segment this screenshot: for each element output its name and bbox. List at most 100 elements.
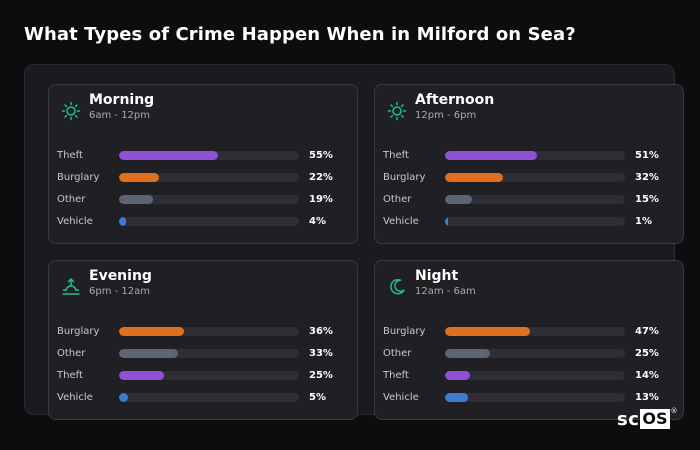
- bar-theft: [445, 371, 471, 380]
- bar-row-vehicle: Vehicle 5%: [49, 391, 357, 405]
- logo-sc-text: sc: [617, 408, 640, 430]
- value-label: 25%: [309, 370, 333, 381]
- category-label: Burglary: [383, 172, 426, 183]
- bar-track: [119, 349, 299, 358]
- value-label: 33%: [309, 348, 333, 359]
- card-afternoon: Afternoon 12pm - 6pm Theft 51% Burglary 32% Ot…: [374, 84, 684, 244]
- bar-row-vehicle: Vehicle 13%: [375, 391, 683, 405]
- bar-track: [445, 173, 625, 182]
- bar-vehicle: [119, 217, 127, 226]
- bar-track: [119, 217, 299, 226]
- bar-track: [445, 195, 625, 204]
- bar-theft: [445, 151, 537, 160]
- card-evening: Evening 6pm - 12am Burglary 36% Other 33% Thef…: [48, 260, 358, 420]
- bar-row-other: Other 15%: [375, 193, 683, 207]
- category-label: Theft: [383, 370, 409, 381]
- bar-track: [445, 349, 625, 358]
- bar-row-other: Other 33%: [49, 347, 357, 361]
- bar-track: [445, 217, 625, 226]
- moon-icon: [387, 277, 407, 297]
- value-label: 36%: [309, 326, 333, 337]
- category-label: Theft: [57, 150, 83, 161]
- category-label: Burglary: [383, 326, 426, 337]
- bar-track: [119, 151, 299, 160]
- category-label: Burglary: [57, 172, 100, 183]
- category-label: Vehicle: [383, 392, 419, 403]
- bar-track: [119, 393, 299, 402]
- card-title: Afternoon: [415, 92, 495, 108]
- logo-os-text: OS: [640, 409, 670, 429]
- value-label: 51%: [635, 150, 659, 161]
- sun-icon: [387, 101, 407, 121]
- category-label: Vehicle: [57, 216, 93, 227]
- bar-track: [445, 327, 625, 336]
- value-label: 15%: [635, 194, 659, 205]
- bar-vehicle: [119, 393, 128, 402]
- scos-logo: sc OS ®: [617, 407, 678, 431]
- bar-track: [119, 173, 299, 182]
- bar-track: [445, 371, 625, 380]
- bar-track: [445, 393, 625, 402]
- value-label: 19%: [309, 194, 333, 205]
- category-label: Other: [383, 348, 412, 359]
- bar-burglary: [445, 173, 503, 182]
- bar-row-burglary: Burglary 32%: [375, 171, 683, 185]
- logo-registered-mark: ®: [670, 407, 678, 415]
- bar-other: [119, 349, 179, 358]
- bar-row-theft: Theft 51%: [375, 149, 683, 163]
- card-title: Evening: [89, 268, 152, 284]
- bar-other: [445, 195, 472, 204]
- bar-row-theft: Theft 55%: [49, 149, 357, 163]
- value-label: 47%: [635, 326, 659, 337]
- card-time-range: 6pm - 12am: [89, 286, 151, 297]
- bar-theft: [119, 371, 164, 380]
- card-night: Night 12am - 6am Burglary 47% Other 25% Theft 1…: [374, 260, 684, 420]
- bar-vehicle: [445, 217, 448, 226]
- bar-row-burglary: Burglary 22%: [49, 171, 357, 185]
- value-label: 13%: [635, 392, 659, 403]
- bar-row-theft: Theft 25%: [49, 369, 357, 383]
- bar-track: [119, 371, 299, 380]
- sunset-icon: [61, 277, 81, 297]
- value-label: 4%: [309, 216, 326, 227]
- card-time-range: 12pm - 6pm: [415, 110, 477, 121]
- bar-other: [119, 195, 154, 204]
- bar-row-theft: Theft 14%: [375, 369, 683, 383]
- value-label: 55%: [309, 150, 333, 161]
- card-time-range: 12am - 6am: [415, 286, 476, 297]
- page-title: What Types of Crime Happen When in Milfo…: [24, 24, 576, 45]
- category-label: Vehicle: [383, 216, 419, 227]
- category-label: Burglary: [57, 326, 100, 337]
- bar-row-burglary: Burglary 36%: [49, 325, 357, 339]
- bar-vehicle: [445, 393, 469, 402]
- value-label: 22%: [309, 172, 333, 183]
- card-title: Morning: [89, 92, 155, 108]
- bar-row-vehicle: Vehicle 1%: [375, 215, 683, 229]
- bar-row-vehicle: Vehicle 4%: [49, 215, 357, 229]
- card-time-range: 6am - 12pm: [89, 110, 151, 121]
- sun-icon: [61, 101, 81, 121]
- bar-track: [445, 151, 625, 160]
- value-label: 25%: [635, 348, 659, 359]
- bar-theft: [119, 151, 218, 160]
- bar-burglary: [119, 173, 159, 182]
- category-label: Other: [383, 194, 412, 205]
- card-title: Night: [415, 268, 459, 284]
- bar-track: [119, 195, 299, 204]
- category-label: Other: [57, 194, 86, 205]
- value-label: 14%: [635, 370, 659, 381]
- bar-row-other: Other 19%: [49, 193, 357, 207]
- value-label: 32%: [635, 172, 659, 183]
- bar-row-burglary: Burglary 47%: [375, 325, 683, 339]
- value-label: 1%: [635, 216, 652, 227]
- bar-other: [445, 349, 490, 358]
- bar-track: [119, 327, 299, 336]
- bar-row-other: Other 25%: [375, 347, 683, 361]
- category-label: Theft: [383, 150, 409, 161]
- bar-burglary: [119, 327, 184, 336]
- card-morning: Morning 6am - 12pm Theft 55% Burglary 22% Othe…: [48, 84, 358, 244]
- category-label: Vehicle: [57, 392, 93, 403]
- category-label: Theft: [57, 370, 83, 381]
- bar-burglary: [445, 327, 530, 336]
- value-label: 5%: [309, 392, 326, 403]
